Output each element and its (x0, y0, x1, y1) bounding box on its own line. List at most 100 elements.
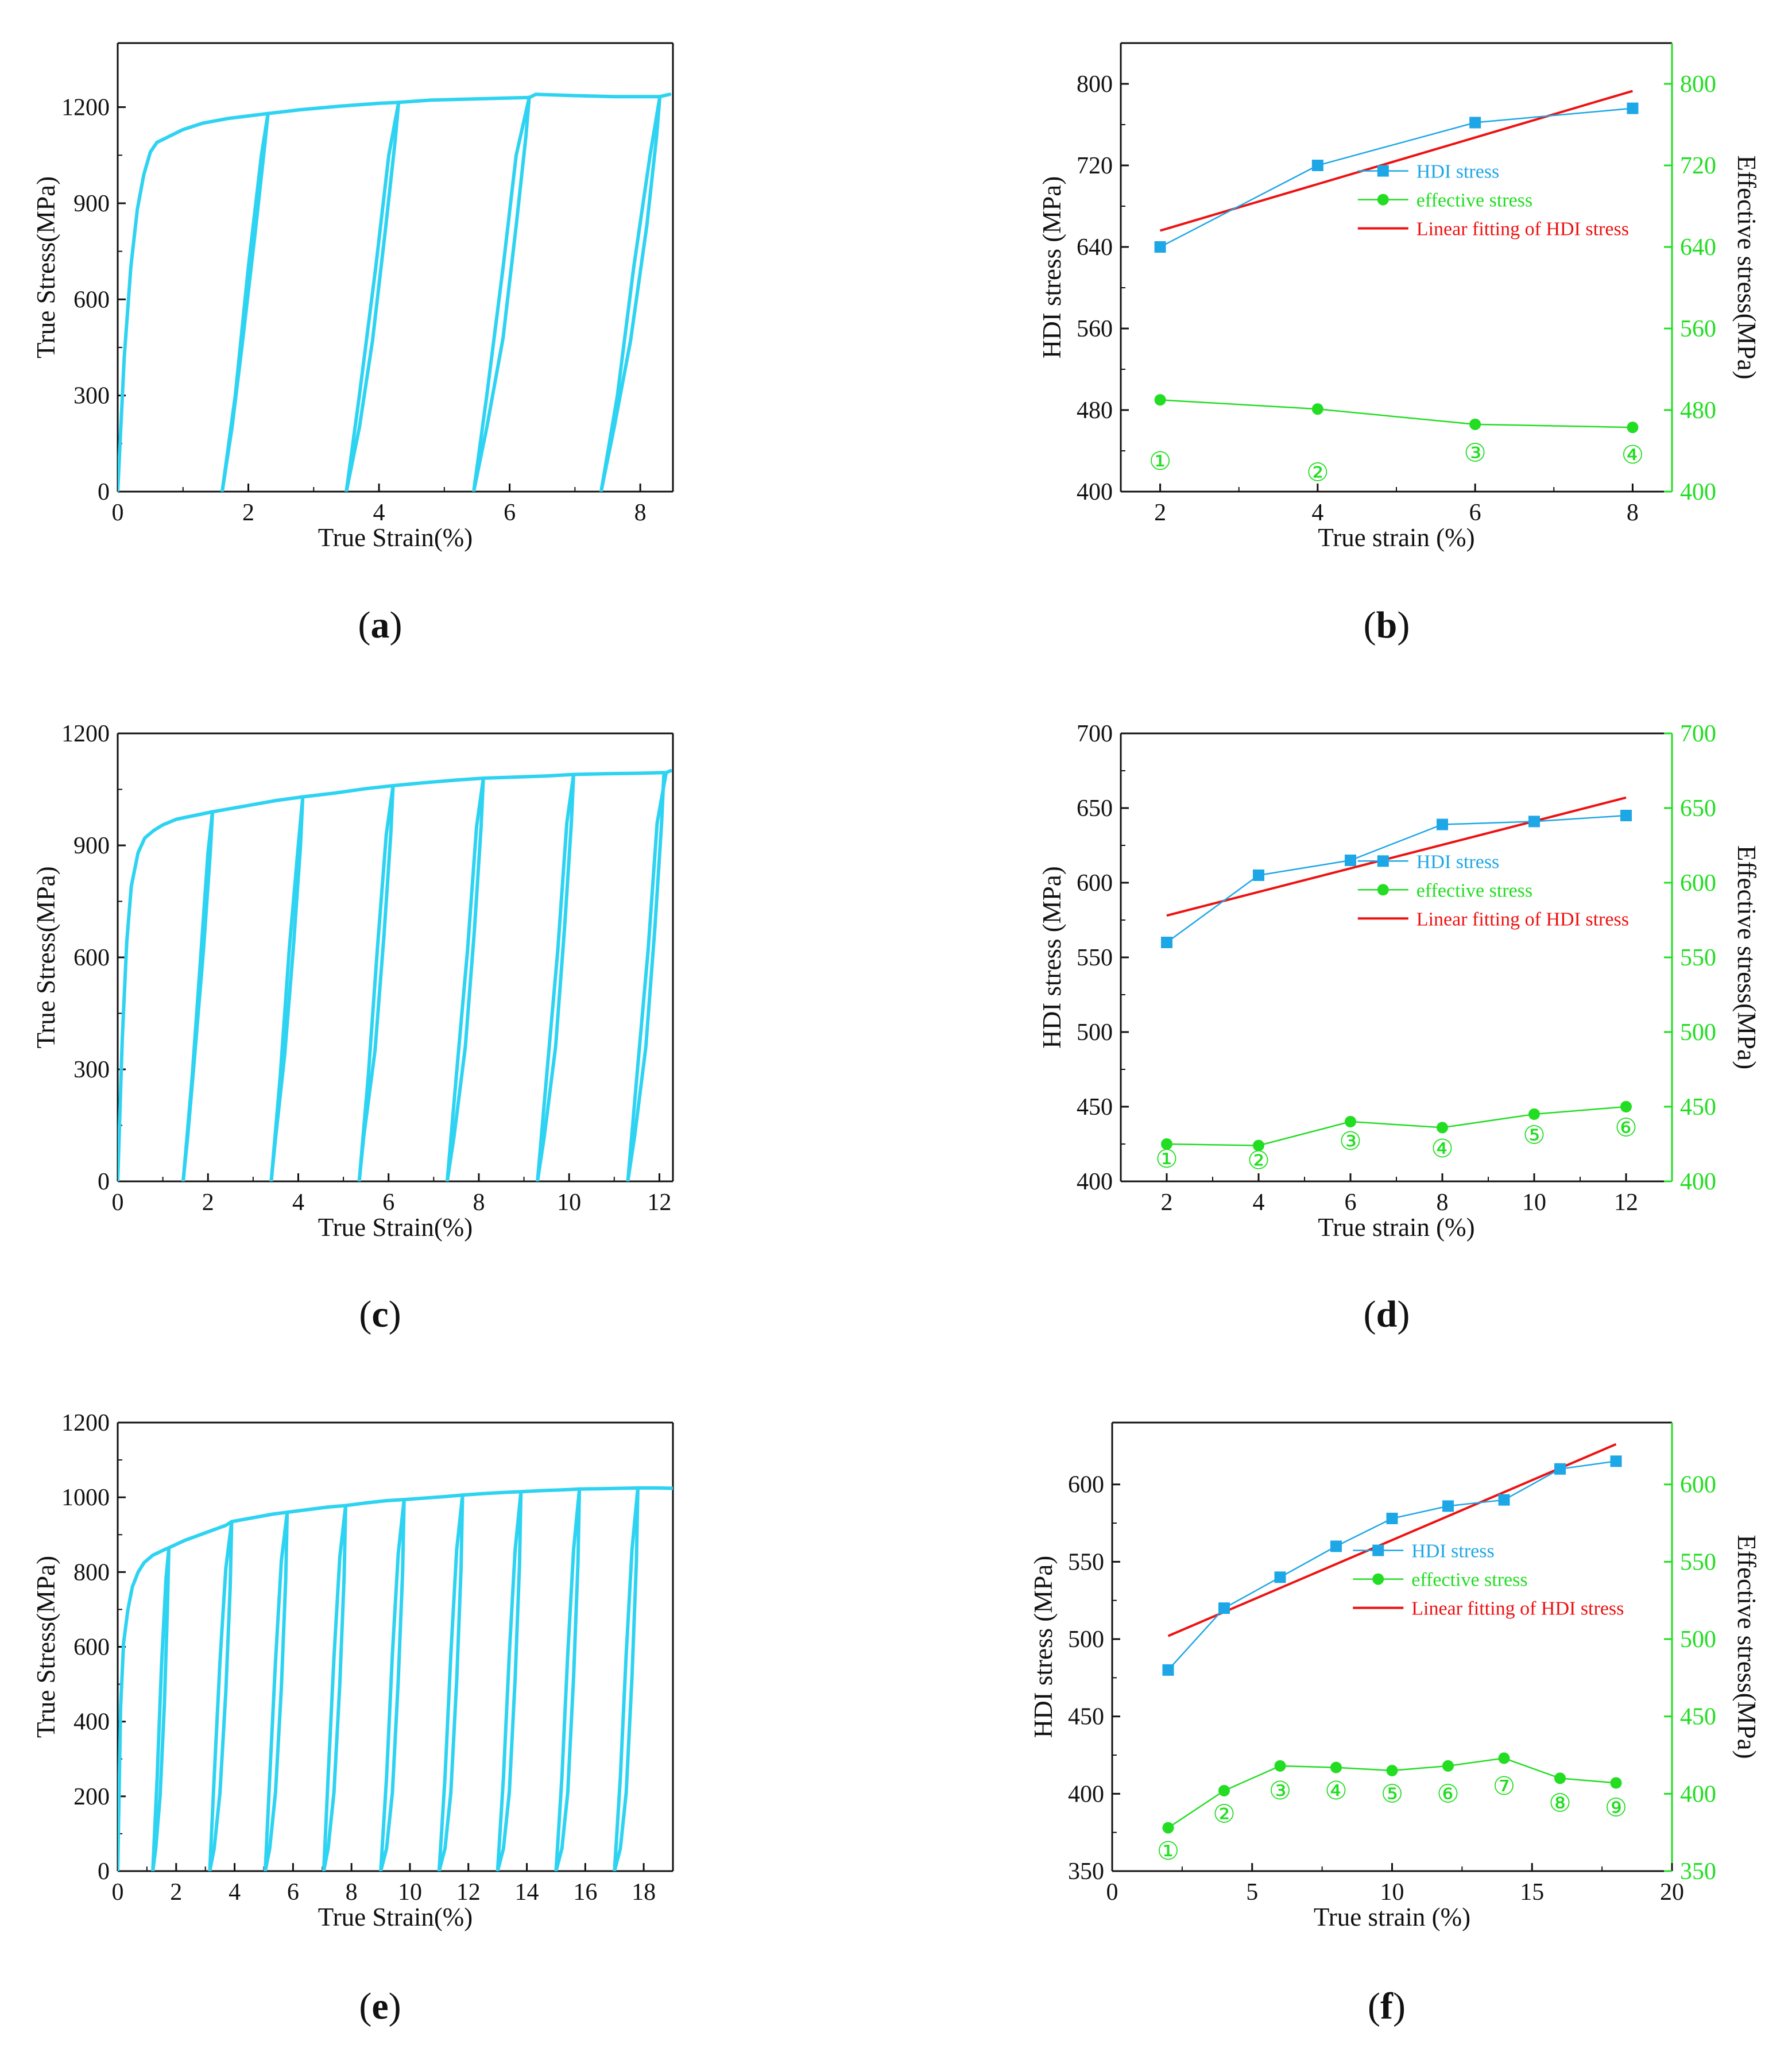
legend: HDI stress effective stress Linear fitting… (1357, 851, 1629, 930)
reloading-segment (220, 111, 270, 492)
effective-stress-point (1442, 1760, 1454, 1772)
y-tick-label: 700 (1077, 721, 1113, 747)
hdi-stress-point (1437, 818, 1448, 830)
hdi-stress-point (1218, 1602, 1230, 1614)
point-annotation: ⑧ (1549, 1789, 1571, 1818)
x-axis-label: True Strain(%) (318, 1903, 473, 1931)
hdi-stress-line (1166, 814, 1627, 944)
right-y-tick-label: 450 (1680, 1704, 1716, 1730)
reloading-segment (536, 772, 575, 1181)
x-tick-label: 18 (632, 1879, 656, 1906)
unloading-segment (264, 1510, 289, 1871)
legend-label: Linear fitting of HDI stress (1416, 909, 1629, 930)
x-tick-label: 4 (1253, 1189, 1265, 1216)
x-tick-label: 4 (229, 1879, 241, 1906)
legend-swatch-marker (1372, 1544, 1384, 1556)
y-tick-label: 0 (98, 479, 110, 505)
y-tick-label: 650 (1077, 795, 1113, 822)
unloading-segment (613, 1486, 640, 1871)
hdi-stress-point (1162, 1664, 1174, 1676)
y-tick-label: 300 (73, 383, 110, 409)
hdi-stress-point (1610, 1455, 1622, 1467)
x-tick-label: 4 (373, 500, 385, 526)
reloading-segment (445, 776, 485, 1181)
right-y-tick-label: 400 (1680, 1169, 1716, 1195)
right-y-tick-label: 650 (1680, 795, 1716, 822)
x-tick-label: 4 (292, 1189, 304, 1216)
legend-swatch-marker (1377, 165, 1389, 177)
y-tick-label: 450 (1068, 1704, 1104, 1730)
right-y-axis-label: Effective stress(MPa) (1732, 155, 1761, 379)
y-tick-label: 900 (73, 191, 110, 217)
plastic-flow-segment (402, 1493, 465, 1502)
reloading-segment (322, 1504, 347, 1871)
plastic-flow-segment (636, 1486, 673, 1490)
reloading-segment (345, 101, 401, 492)
plastic-flow-segment (519, 1487, 582, 1494)
effective-stress-point (1498, 1752, 1510, 1764)
y-tick-label: 500 (1068, 1626, 1104, 1653)
right-y-tick-label: 600 (1680, 870, 1716, 896)
right-y-tick-label: 500 (1680, 1019, 1716, 1046)
point-annotation: ② (1306, 458, 1329, 487)
plastic-flow-segment (211, 795, 305, 814)
point-annotation: ⑤ (1523, 1120, 1545, 1150)
y-tick-label: 1200 (61, 1410, 110, 1436)
stress-strain-curve (118, 1486, 673, 1871)
point-annotation: ⑥ (1437, 1779, 1459, 1808)
point-annotation: ⑤ (1381, 1779, 1403, 1808)
y-tick-label: 400 (1068, 1781, 1104, 1807)
legend-label: Linear fitting of HDI stress (1416, 219, 1629, 240)
effective-stress-line (1160, 399, 1633, 428)
hdi-stress-point (1498, 1494, 1510, 1506)
x-tick-label: 4 (1311, 500, 1323, 526)
y-tick-label: 400 (1077, 479, 1113, 505)
legend-label: effective stress (1411, 1570, 1527, 1591)
reloading-segment (357, 784, 395, 1181)
legend-label: HDI stress (1411, 1541, 1494, 1562)
effective-stress-point (1627, 422, 1639, 434)
plastic-flow-segment (167, 1520, 234, 1549)
x-tick-label: 15 (1520, 1879, 1544, 1906)
panel-label: (c) (359, 1293, 401, 1335)
y-tick-label: 600 (1077, 870, 1113, 896)
effective-stress-point (1253, 1139, 1264, 1151)
legend-label: Linear fitting of HDI stress (1411, 1598, 1624, 1620)
effective-stress-point (1620, 1101, 1632, 1112)
x-tick-label: 14 (515, 1879, 539, 1906)
hdi-stress-line (1167, 1460, 1616, 1671)
y-axis-label: True Stress(MPa) (32, 176, 60, 358)
stress-strain-curve (118, 769, 673, 1181)
x-tick-label: 2 (202, 1189, 214, 1216)
panel-label: (d) (1364, 1293, 1410, 1335)
right-y-tick-label: 800 (1680, 71, 1716, 98)
effective-stress-point (1274, 1760, 1286, 1772)
right-y-tick-label: 350 (1680, 1858, 1716, 1885)
x-tick-label: 5 (1246, 1879, 1258, 1906)
x-axis-label: True strain (%) (1318, 1213, 1474, 1242)
reloading-segment (626, 769, 673, 1181)
point-annotation: ④ (1621, 440, 1644, 470)
point-annotation: ⑦ (1493, 1772, 1515, 1801)
effective-stress-line (1166, 1106, 1627, 1146)
x-tick-label: 6 (1345, 1189, 1357, 1216)
unloading-segment (445, 776, 485, 1181)
legend-label: effective stress (1416, 190, 1532, 211)
y-tick-label: 1200 (61, 721, 110, 747)
effective-stress-point (1386, 1764, 1398, 1776)
chart-panel-b: 2 4 6 8 400 480 560 640 720 800 400 480 560 640 720 800… (1038, 42, 1761, 646)
legend-label: HDI stress (1416, 851, 1499, 872)
unloading-segment (536, 772, 575, 1181)
y-tick-label: 1000 (61, 1485, 110, 1511)
y-tick-label: 400 (73, 1709, 110, 1736)
effective-stress-point (1554, 1772, 1566, 1784)
panel-label: (b) (1364, 604, 1410, 646)
panel-label: (f) (1368, 1985, 1406, 2027)
x-tick-label: 12 (456, 1879, 481, 1906)
right-y-tick-label: 560 (1680, 316, 1716, 342)
panel-label: (e) (359, 1985, 401, 2027)
linear-fit-line (1167, 1443, 1617, 1637)
hdi-stress-point (1330, 1540, 1342, 1552)
right-y-tick-label: 550 (1680, 1549, 1716, 1575)
reloading-segment (472, 92, 538, 492)
